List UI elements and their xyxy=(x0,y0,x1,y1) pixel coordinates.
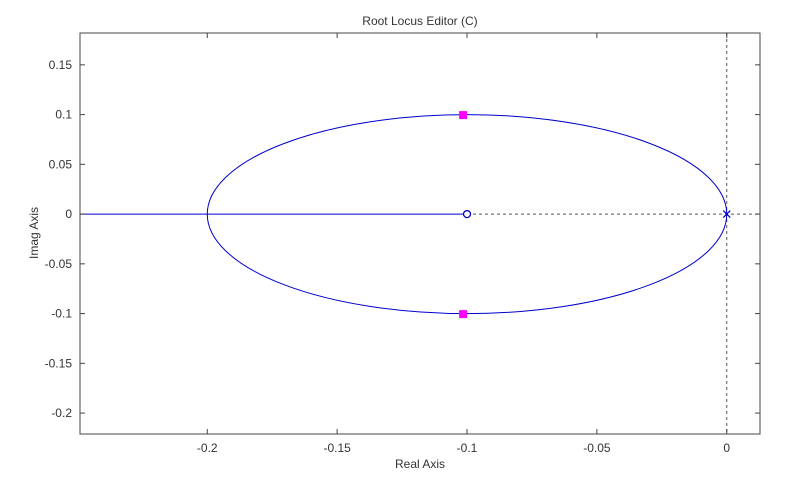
plot-area[interactable] xyxy=(80,33,760,434)
x-tick-label: 0 xyxy=(723,441,730,455)
y-tick-label: -0.1 xyxy=(51,307,72,321)
x-axis-label: Real Axis xyxy=(395,457,445,471)
y-tick-label: 0.1 xyxy=(55,108,72,122)
axes-frame[interactable] xyxy=(79,32,761,435)
closed-loop-pole-marker[interactable] xyxy=(459,111,468,120)
y-tick-label: 0 xyxy=(65,207,72,221)
y-tick-label: -0.05 xyxy=(45,257,73,271)
x-tick-label: -0.15 xyxy=(323,441,351,455)
x-tick-label: -0.05 xyxy=(583,441,611,455)
open-loop-zero-marker[interactable] xyxy=(462,209,472,219)
pole-x-stroke xyxy=(722,210,731,219)
y-tick-label: 0.05 xyxy=(49,157,73,171)
y-tick-label: -0.2 xyxy=(51,406,72,420)
chart-title: Root Locus Editor (C) xyxy=(362,14,477,28)
open-loop-pole-marker[interactable] xyxy=(722,210,731,219)
closed-loop-pole-marker[interactable] xyxy=(459,310,468,319)
axis-ticks: -0.2 -0.15 -0.1 -0.05 0 0.15 0.1 0.05 0 -0.05 -0.1… xyxy=(45,33,760,455)
y-tick-label: -0.15 xyxy=(45,356,73,370)
y-axis-label: Imag Axis xyxy=(27,207,41,259)
x-tick-label: -0.1 xyxy=(457,441,478,455)
x-tick-label: -0.2 xyxy=(197,441,218,455)
y-tick-label: 0.15 xyxy=(49,58,73,72)
